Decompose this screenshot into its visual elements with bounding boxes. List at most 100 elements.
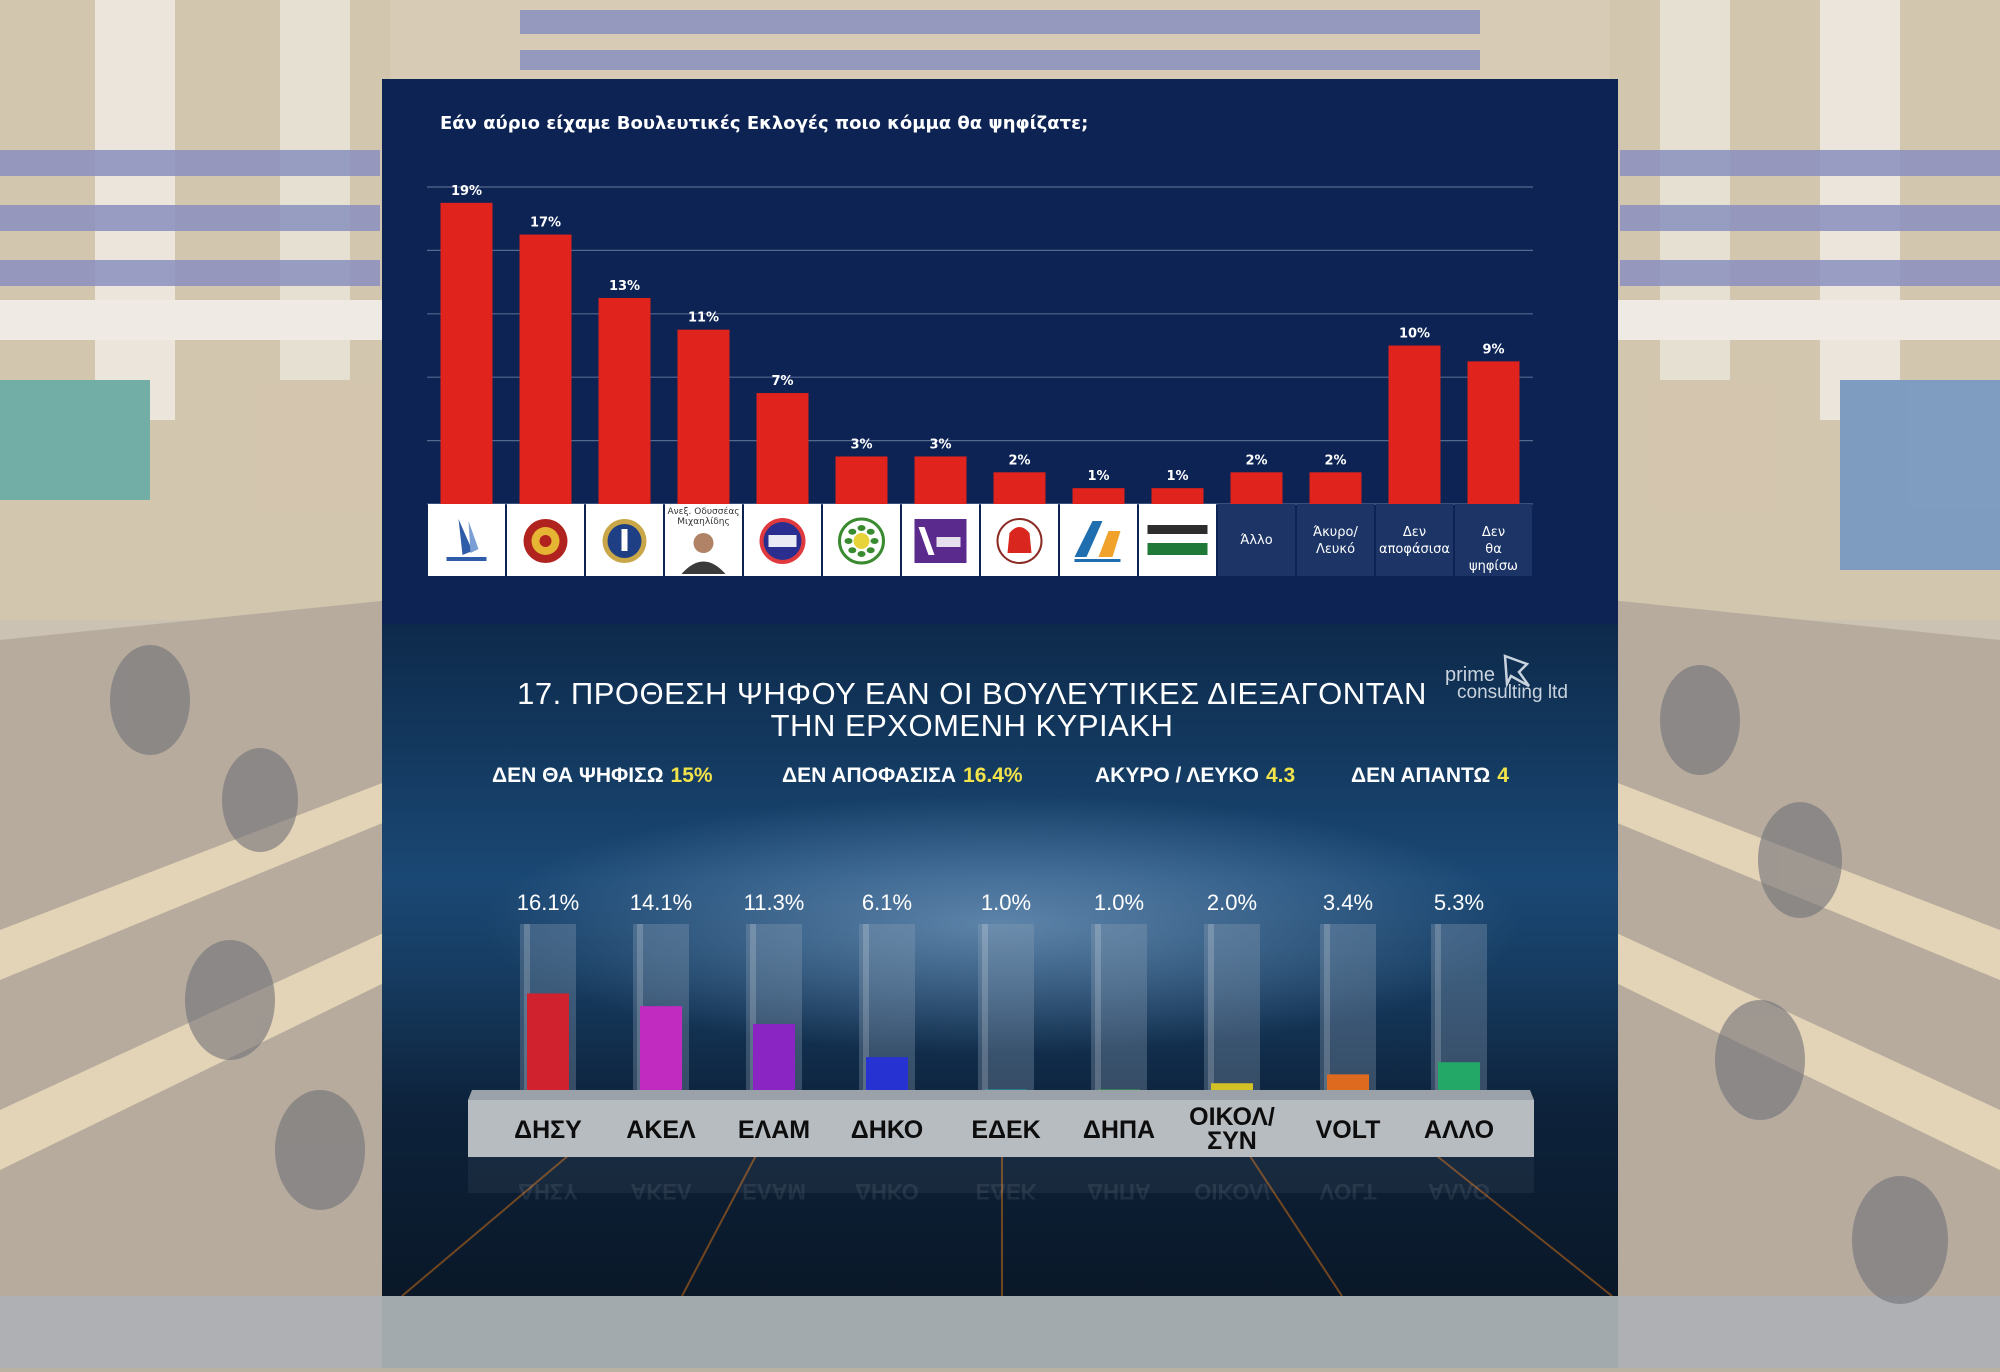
stat-value: 16.4% — [963, 764, 1023, 787]
bar — [1467, 361, 1520, 504]
category-cell — [1060, 504, 1137, 576]
category-cell — [823, 504, 900, 576]
category-label: Άλλο — [1240, 533, 1272, 548]
category-cell: Άκυρο/Λευκό — [1297, 504, 1374, 576]
category-reflection: ΕΔΕΚ — [975, 1179, 1036, 1204]
edek-logo — [996, 518, 1043, 564]
bar — [1230, 472, 1283, 504]
category-cell — [744, 504, 821, 576]
value-label: 11.3% — [744, 890, 805, 915]
value-label: 1.0% — [1094, 890, 1144, 915]
brand-prime-text: prime — [1445, 664, 1496, 686]
tube-highlight — [1095, 924, 1101, 1096]
glass-tube — [1320, 924, 1376, 1096]
pedestal-top — [468, 1090, 1534, 1100]
category-label: Ανεξ. Οδυσσέας Μιχαηλίδης — [667, 506, 739, 527]
pedestal-front — [468, 1100, 1534, 1157]
stat-no-answer: ΔΕΝ ΑΠΑΝΤΩ 4 — [1351, 764, 1509, 788]
ecologists-logo — [838, 517, 885, 565]
value-label: 3% — [850, 437, 872, 452]
bar — [753, 1024, 795, 1096]
active-citizens-logo — [1147, 525, 1208, 555]
category-cell — [1139, 504, 1216, 576]
category-reflection: ΔΗΠΑ — [1087, 1179, 1151, 1204]
bar — [1388, 345, 1441, 504]
category-cell — [428, 504, 505, 576]
category-label: ΑΛΛΟ — [1424, 1116, 1494, 1144]
value-label: 1.0% — [981, 890, 1031, 915]
disy-logo — [446, 519, 487, 561]
stat-value: 4.3 — [1265, 764, 1296, 787]
category-reflection: ΑΛΛΟ — [1428, 1179, 1490, 1204]
tube-highlight — [1435, 924, 1441, 1096]
tube-highlight — [982, 924, 988, 1096]
bar — [527, 993, 569, 1096]
category-box — [1218, 504, 1295, 576]
bottom-poll-chart: 16.1% 14.1% 11.3% 6.1% 1.0% 1.0% 2.0% 3.4% 5.3% … — [382, 624, 1618, 1296]
prime-consulting-logo: prime consulting ltd — [1445, 654, 1595, 706]
category-cell: Δεν θα ψηφίσω — [1455, 504, 1532, 576]
value-label: 1% — [1166, 469, 1188, 484]
category-box — [1139, 504, 1216, 576]
bottom-chart-canvas: 16.1% 14.1% 11.3% 6.1% 1.0% 1.0% 2.0% 3.4% 5.3% … — [401, 890, 1613, 1296]
stat-label: ΑΚΥΡΟ / ΛΕΥΚΟ — [1095, 764, 1259, 787]
category-reflection: ΔΗΣΥ — [518, 1179, 578, 1204]
bar — [866, 1057, 908, 1096]
floor-perspective-lines — [401, 1143, 1613, 1296]
value-label: 6.1% — [862, 890, 912, 915]
value-label: 2% — [1324, 453, 1346, 468]
category-label: Δεν θα ψηφίσω — [1469, 525, 1518, 574]
bar — [640, 1006, 682, 1096]
category-box — [1297, 504, 1374, 576]
category-reflection: ΑΚΕΛ — [630, 1179, 691, 1204]
stat-label: ΔΕΝ ΑΠΟΦΑΣΙΣΑ — [782, 764, 957, 787]
diko-logo — [759, 518, 806, 564]
value-label: 2.0% — [1207, 890, 1257, 915]
category-reflection: VOLT — [1319, 1179, 1377, 1204]
bar — [914, 456, 967, 504]
category-label: ΔΗΠΑ — [1083, 1116, 1155, 1144]
category-label: Δεν αποφάσισα — [1379, 525, 1450, 557]
elam-logo — [602, 519, 647, 563]
category-reflection: ΕΛΑΜ — [742, 1179, 806, 1204]
category-box — [1060, 504, 1137, 576]
stat-value: 15% — [670, 764, 713, 787]
brand-consulting-text: consulting ltd — [1457, 682, 1568, 703]
category-reflection: ΟΙΚΟΛ/ — [1194, 1179, 1269, 1204]
category-label: ΟΙΚΟΛ/ΣΥΝ — [1189, 1103, 1275, 1155]
stat-label: ΔΕΝ ΘΑ ΨΗΦΙΣΩ — [492, 764, 664, 787]
prime-star-icon — [1503, 654, 1531, 689]
volt-logo — [914, 519, 967, 563]
stat-value: 4 — [1497, 764, 1509, 787]
category-cell — [981, 504, 1058, 576]
category-cell: Άλλο — [1218, 504, 1295, 576]
bar — [993, 472, 1046, 504]
bar — [835, 456, 888, 504]
value-label: 5.3% — [1434, 890, 1484, 915]
category-label: Άκυρο/Λευκό — [1313, 525, 1358, 557]
value-label: 16.1% — [517, 890, 579, 915]
value-label: 13% — [609, 279, 640, 294]
stat-label: ΔΕΝ ΑΠΑΝΤΩ — [1351, 764, 1491, 787]
tube-highlight — [750, 924, 756, 1096]
category-cell: Ανεξ. Οδυσσέας Μιχαηλίδης — [665, 504, 742, 576]
category-label: VOLT — [1316, 1116, 1381, 1144]
bar — [1072, 488, 1125, 504]
category-label: ΕΔΕΚ — [971, 1116, 1040, 1144]
category-label: ΕΛΑΜ — [738, 1116, 810, 1144]
bottom-chart-title-line2: ΤΗΝ ΕΡΧΟΜΕΝΗ ΚΥΡΙΑΚΗ — [770, 708, 1174, 743]
value-label: 2% — [1245, 453, 1267, 468]
value-label: 19% — [451, 184, 482, 199]
akel-logo — [523, 519, 568, 563]
category-cell — [507, 504, 584, 576]
stat-invalid-blank: ΑΚΥΡΟ / ΛΕΥΚΟ 4.3 — [1095, 764, 1295, 788]
tube-highlight — [1208, 924, 1214, 1096]
pedestal-reflection — [468, 1157, 1534, 1193]
category-box — [1376, 504, 1453, 576]
dipa-logo — [1074, 521, 1121, 562]
glass-tube — [1091, 924, 1147, 1096]
michaelides-portrait — [681, 533, 726, 574]
category-cell: Δεν αποφάσισα — [1376, 504, 1453, 576]
value-label: 1% — [1087, 469, 1109, 484]
category-label: ΔΗΚΟ — [851, 1116, 923, 1144]
